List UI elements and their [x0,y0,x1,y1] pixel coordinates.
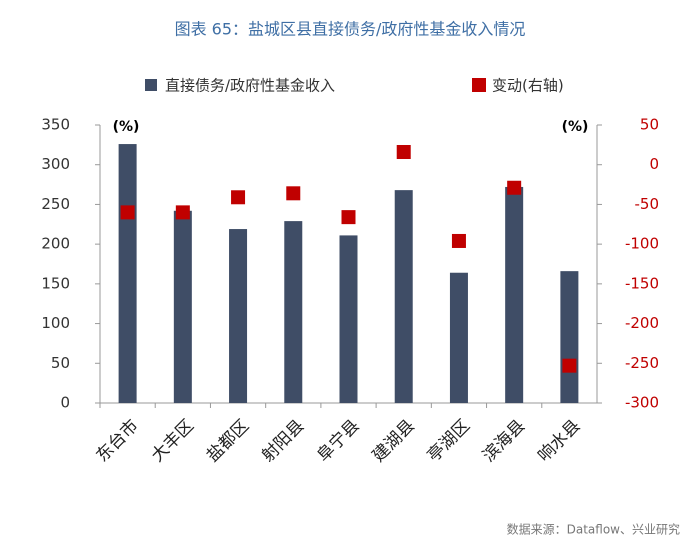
bar [394,190,413,403]
bar [505,186,524,403]
bar [284,221,303,403]
y-tick-label: 150 [41,274,70,292]
y2-tick-label: -300 [625,394,659,412]
legend-label: 变动(右轴) [492,77,564,95]
bar [339,235,358,403]
marker [341,210,356,225]
marker [286,186,301,201]
marker [451,233,466,248]
left-unit: (%) [113,119,140,135]
y2-tick-label: 50 [640,116,659,134]
source: 数据来源：Dataflow、兴业研究 [507,522,680,537]
x-tick-label: 亭湖区 [424,416,474,466]
y2-tick-label: -50 [635,195,660,213]
legend-swatch [472,78,486,92]
chart-title: 图表 65：盐城区县直接债务/政府性基金收入情况 [175,20,526,39]
bar [449,272,468,403]
marker [120,205,135,220]
right-unit: (%) [562,119,589,135]
y2-tick-label: -150 [625,274,659,292]
y-tick-label: 250 [41,195,70,213]
marker [175,205,190,220]
x-tick-label: 大丰区 [148,416,198,466]
x-tick-label: 响水县 [534,416,584,466]
marker [231,190,246,205]
y-tick-label: 200 [41,235,70,253]
y2-tick-label: -100 [625,235,659,253]
x-tick-label: 阜宁县 [313,416,363,466]
bar [229,229,248,403]
y-tick-label: 100 [41,314,70,332]
legend-swatch [145,79,157,91]
bar [173,210,192,403]
bar [560,271,579,403]
legend-label: 直接债务/政府性基金收入 [165,77,335,95]
marker [562,358,577,373]
x-tick-label: 滨海县 [479,416,529,466]
y-tick-label: 350 [41,116,70,134]
bar [118,144,137,403]
marker [507,180,522,195]
x-tick-label: 建湖县 [369,416,419,466]
x-tick-label: 盐都区 [203,416,253,466]
y-tick-label: 300 [41,155,70,173]
x-tick-label: 东台市 [92,416,142,466]
y-tick-label: 0 [60,394,70,412]
marker [396,145,411,160]
y2-tick-label: -250 [625,354,659,372]
x-tick-label: 射阳县 [258,416,308,466]
y-tick-label: 50 [51,354,70,372]
y2-tick-label: -200 [625,314,659,332]
y2-tick-label: 0 [649,155,659,173]
